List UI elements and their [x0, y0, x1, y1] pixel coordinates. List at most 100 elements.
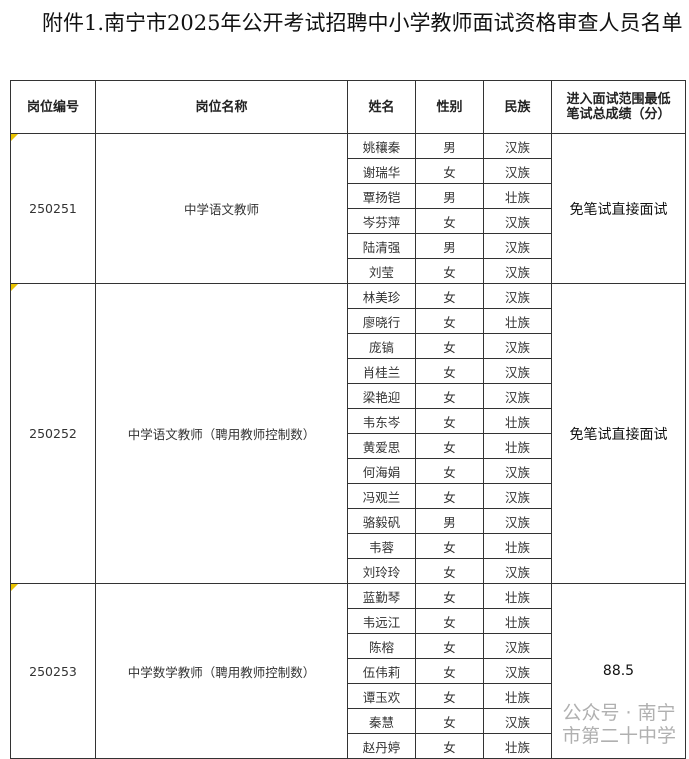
candidate-name: 蓝勤琴: [347, 583, 416, 609]
position-name: 中学数学教师（聘用教师控制数）: [95, 583, 348, 759]
table-row: 肖桂兰女汉族: [11, 358, 686, 384]
position-name: 中学语文教师: [95, 133, 348, 284]
table-row: 刘玲玲女汉族: [11, 558, 686, 584]
candidate-ethnicity: 汉族: [483, 633, 552, 659]
candidate-ethnicity: 汉族: [483, 383, 552, 409]
candidate-gender: 男: [415, 183, 484, 209]
table-row: 覃扬铠男壮族: [11, 183, 686, 209]
table-row: 陆清强男汉族: [11, 233, 686, 259]
candidate-gender: 女: [415, 483, 484, 509]
candidate-ethnicity: 汉族: [483, 483, 552, 509]
table-row: 廖晓行女壮族: [11, 308, 686, 334]
candidate-name: 姚穰秦: [347, 133, 416, 159]
candidate-table: 岗位编号 岗位名称 姓名 性别 民族 进入面试范围最低笔试总成绩（分） 2502…: [10, 80, 686, 759]
candidate-name: 赵丹婷: [347, 733, 416, 759]
table-row: 黄爱思女壮族: [11, 433, 686, 459]
candidate-ethnicity: 壮族: [483, 608, 552, 634]
candidate-ethnicity: 汉族: [483, 158, 552, 184]
candidate-ethnicity: 汉族: [483, 508, 552, 534]
candidate-name: 梁艳迎: [347, 383, 416, 409]
candidate-ethnicity: 汉族: [483, 458, 552, 484]
candidate-gender: 男: [415, 133, 484, 159]
position-code: 250252: [10, 283, 96, 584]
candidate-gender: 女: [415, 158, 484, 184]
candidate-gender: 女: [415, 383, 484, 409]
candidate-ethnicity: 汉族: [483, 658, 552, 684]
header-ethnicity: 民族: [483, 80, 552, 134]
candidate-ethnicity: 汉族: [483, 708, 552, 734]
table-row: 韦远江女壮族: [11, 608, 686, 634]
candidate-name: 覃扬铠: [347, 183, 416, 209]
candidate-name: 刘莹: [347, 258, 416, 284]
candidate-name: 骆毅矾: [347, 508, 416, 534]
position-code: 250253: [10, 583, 96, 759]
candidate-name: 陆清强: [347, 233, 416, 259]
candidate-name: 肖桂兰: [347, 358, 416, 384]
candidate-ethnicity: 壮族: [483, 308, 552, 334]
candidate-ethnicity: 汉族: [483, 558, 552, 584]
header-position: 岗位名称: [95, 80, 348, 134]
candidate-gender: 女: [415, 308, 484, 334]
header-name: 姓名: [347, 80, 416, 134]
table-row: 岑芬萍女汉族: [11, 208, 686, 234]
candidate-name: 冯观兰: [347, 483, 416, 509]
candidate-ethnicity: 汉族: [483, 258, 552, 284]
candidate-name: 谢瑞华: [347, 158, 416, 184]
candidate-name: 廖晓行: [347, 308, 416, 334]
candidate-gender: 女: [415, 558, 484, 584]
table-row: 250252 中学语文教师（聘用教师控制数） 林美珍女汉族 免笔试直接面试: [10, 283, 686, 584]
candidate-ethnicity: 壮族: [483, 183, 552, 209]
candidate-gender: 女: [415, 433, 484, 459]
candidate-gender: 男: [415, 508, 484, 534]
candidate-name: 庞镐: [347, 333, 416, 359]
table-header: 岗位编号 岗位名称 姓名 性别 民族 进入面试范围最低笔试总成绩（分）: [10, 80, 686, 134]
watermark: 公众号 · 南宁市第二十中学: [561, 702, 676, 747]
candidate-gender: 女: [415, 633, 484, 659]
candidate-name: 秦慧: [347, 708, 416, 734]
candidate-ethnicity: 汉族: [483, 133, 552, 159]
candidate-name: 韦东岑: [347, 408, 416, 434]
candidate-name: 陈榕: [347, 633, 416, 659]
candidate-name: 岑芬萍: [347, 208, 416, 234]
candidate-gender: 女: [415, 358, 484, 384]
candidate-ethnicity: 壮族: [483, 683, 552, 709]
candidate-name: 韦远江: [347, 608, 416, 634]
candidate-gender: 女: [415, 708, 484, 734]
position-name: 中学语文教师（聘用教师控制数）: [95, 283, 348, 584]
min-score: 88.5: [551, 583, 686, 759]
document-title: 附件1.南宁市2025年公开考试招聘中小学教师面试资格审查人员名单: [42, 11, 683, 35]
header-gender: 性别: [415, 80, 484, 134]
table-row: 谢瑞华女汉族: [11, 158, 686, 184]
table-row: 庞镐女汉族: [11, 333, 686, 359]
candidate-ethnicity: 汉族: [483, 208, 552, 234]
table-row: 250251 中学语文教师 姚穰秦男汉族 免笔试直接面试: [10, 133, 686, 284]
table-row: 韦蓉女壮族: [11, 533, 686, 559]
table-row: 250253 中学数学教师（聘用教师控制数） 蓝勤琴女壮族 88.5: [10, 583, 686, 759]
candidate-name: 伍伟莉: [347, 658, 416, 684]
candidate-name: 林美珍: [347, 283, 416, 309]
candidate-ethnicity: 壮族: [483, 583, 552, 609]
candidate-name: 谭玉欢: [347, 683, 416, 709]
table-row: 韦东岑女壮族: [11, 408, 686, 434]
candidate-gender: 女: [415, 583, 484, 609]
header-code: 岗位编号: [10, 80, 96, 134]
candidate-gender: 女: [415, 683, 484, 709]
candidate-gender: 女: [415, 283, 484, 309]
candidate-gender: 女: [415, 258, 484, 284]
candidate-gender: 女: [415, 208, 484, 234]
table-row: 秦慧女汉族: [11, 708, 686, 734]
candidate-name: 刘玲玲: [347, 558, 416, 584]
candidate-ethnicity: 汉族: [483, 233, 552, 259]
candidate-name: 何海娟: [347, 458, 416, 484]
candidate-gender: 女: [415, 333, 484, 359]
candidate-ethnicity: 壮族: [483, 433, 552, 459]
min-score: 免笔试直接面试: [551, 283, 686, 584]
table-row: 刘莹女汉族: [11, 258, 686, 284]
min-score: 免笔试直接面试: [551, 133, 686, 284]
candidate-ethnicity: 汉族: [483, 358, 552, 384]
candidate-gender: 女: [415, 733, 484, 759]
candidate-ethnicity: 汉族: [483, 333, 552, 359]
candidate-gender: 女: [415, 658, 484, 684]
candidate-gender: 女: [415, 458, 484, 484]
candidate-gender: 女: [415, 408, 484, 434]
